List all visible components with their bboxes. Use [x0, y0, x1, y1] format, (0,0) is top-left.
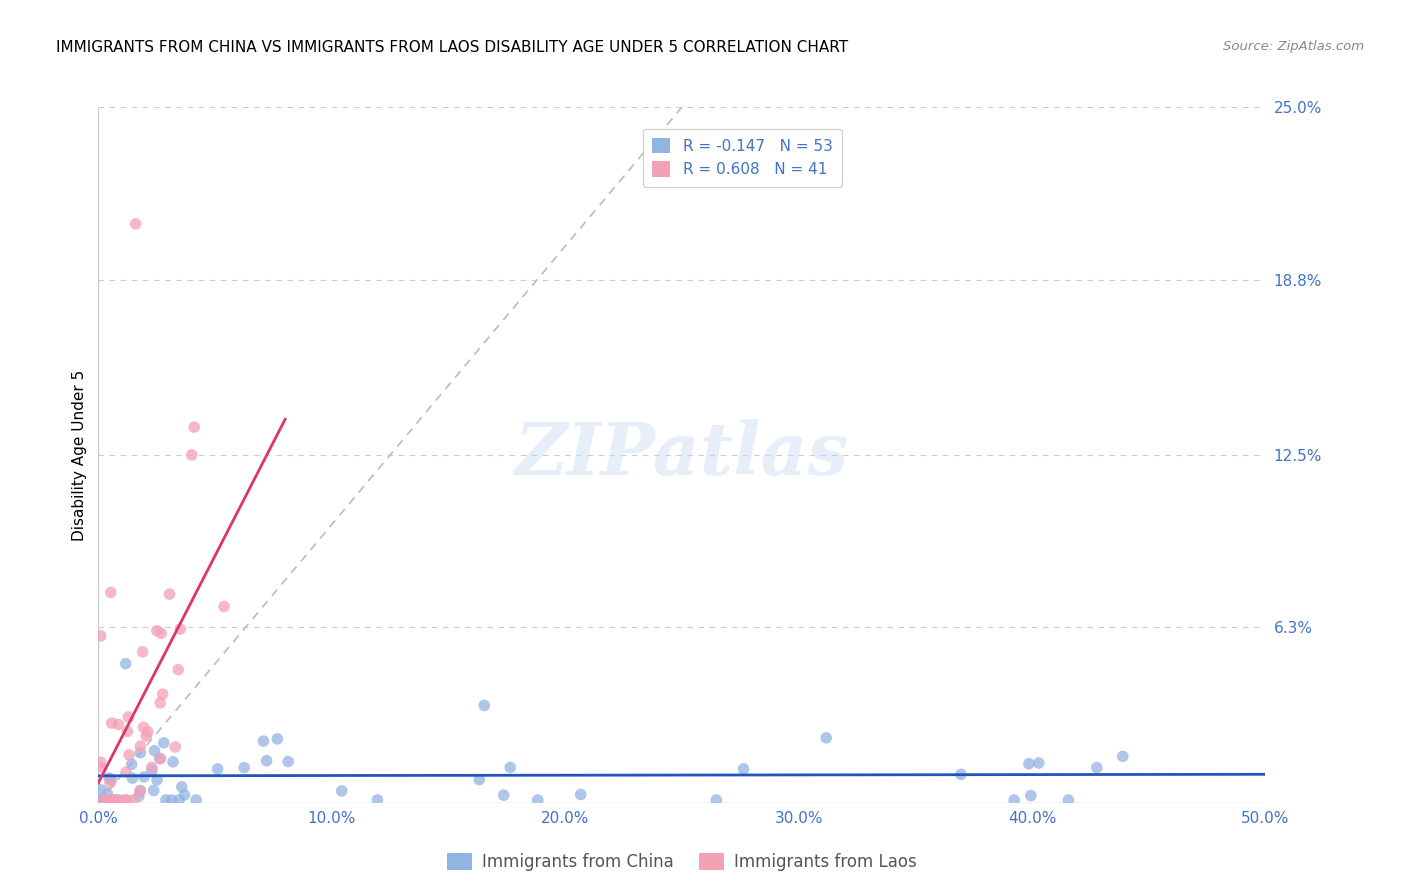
- Point: [98, 771, 121, 785]
- Point: [149, 696, 172, 710]
- Point: [146, 772, 169, 787]
- Point: [107, 793, 129, 807]
- Point: [96, 793, 118, 807]
- Point: [90, 756, 112, 770]
- Text: IMMIGRANTS FROM CHINA VS IMMIGRANTS FROM LAOS DISABILITY AGE UNDER 5 CORRELATION: IMMIGRANTS FROM CHINA VS IMMIGRANTS FROM…: [56, 40, 848, 55]
- Point: [526, 793, 548, 807]
- Point: [141, 760, 163, 774]
- Point: [90, 629, 112, 643]
- Point: [173, 788, 195, 802]
- Point: [107, 717, 129, 731]
- Point: [233, 761, 256, 775]
- Point: [132, 720, 155, 734]
- Point: [155, 793, 177, 807]
- Point: [100, 793, 122, 807]
- Point: [170, 780, 193, 794]
- Point: [141, 763, 163, 777]
- Point: [103, 793, 125, 807]
- Point: [90, 793, 112, 807]
- Point: [704, 793, 727, 807]
- Text: Source: ZipAtlas.com: Source: ZipAtlas.com: [1223, 40, 1364, 54]
- Point: [90, 782, 112, 797]
- Legend: Immigrants from China, Immigrants from Laos: Immigrants from China, Immigrants from L…: [440, 847, 924, 878]
- Point: [733, 762, 755, 776]
- Point: [146, 624, 169, 638]
- Y-axis label: Disability Age Under 5: Disability Age Under 5: [72, 369, 87, 541]
- Text: ZIPatlas: ZIPatlas: [515, 419, 849, 491]
- Point: [468, 772, 491, 787]
- Point: [100, 585, 122, 599]
- Point: [90, 760, 112, 774]
- Point: [98, 776, 121, 790]
- Point: [159, 587, 181, 601]
- Point: [569, 788, 592, 802]
- Point: [252, 734, 274, 748]
- Point: [165, 739, 187, 754]
- Point: [115, 793, 138, 807]
- Point: [103, 793, 125, 807]
- Point: [129, 746, 152, 760]
- Point: [100, 793, 122, 807]
- Point: [1019, 789, 1042, 803]
- Point: [129, 783, 152, 797]
- Point: [149, 752, 172, 766]
- Point: [142, 783, 165, 797]
- Point: [128, 789, 150, 804]
- Point: [167, 663, 190, 677]
- Point: [143, 744, 166, 758]
- Point: [1057, 793, 1080, 807]
- Point: [152, 687, 174, 701]
- Point: [266, 731, 288, 746]
- Point: [117, 724, 139, 739]
- Point: [96, 793, 118, 807]
- Point: [169, 622, 191, 636]
- Point: [93, 793, 115, 807]
- Point: [492, 788, 515, 802]
- Point: [104, 793, 127, 807]
- Point: [277, 755, 299, 769]
- Point: [136, 725, 159, 739]
- Point: [128, 784, 150, 798]
- Point: [815, 731, 838, 745]
- Point: [125, 217, 148, 231]
- Point: [330, 784, 353, 798]
- Point: [950, 767, 973, 781]
- Point: [93, 793, 115, 807]
- Point: [1028, 756, 1050, 770]
- Point: [1018, 756, 1040, 771]
- Point: [100, 772, 122, 787]
- Point: [160, 793, 183, 807]
- Point: [180, 448, 202, 462]
- Point: [117, 710, 139, 724]
- Point: [149, 751, 172, 765]
- Point: [153, 736, 176, 750]
- Point: [135, 729, 157, 743]
- Point: [184, 793, 207, 807]
- Point: [1002, 793, 1025, 807]
- Point: [132, 770, 155, 784]
- Point: [150, 626, 173, 640]
- Point: [366, 793, 388, 807]
- Point: [472, 698, 495, 713]
- Point: [100, 716, 122, 731]
- Point: [167, 793, 190, 807]
- Point: [118, 747, 141, 762]
- Point: [207, 762, 229, 776]
- Point: [256, 754, 278, 768]
- Point: [1085, 761, 1108, 775]
- Point: [96, 787, 118, 801]
- Point: [122, 793, 145, 807]
- Point: [114, 657, 136, 671]
- Point: [162, 755, 184, 769]
- Point: [1112, 749, 1135, 764]
- Point: [129, 739, 152, 754]
- Point: [121, 757, 143, 772]
- Point: [212, 599, 235, 614]
- Point: [121, 771, 143, 785]
- Point: [112, 793, 135, 807]
- Point: [131, 645, 153, 659]
- Point: [183, 420, 205, 434]
- Point: [115, 765, 138, 780]
- Point: [499, 760, 522, 774]
